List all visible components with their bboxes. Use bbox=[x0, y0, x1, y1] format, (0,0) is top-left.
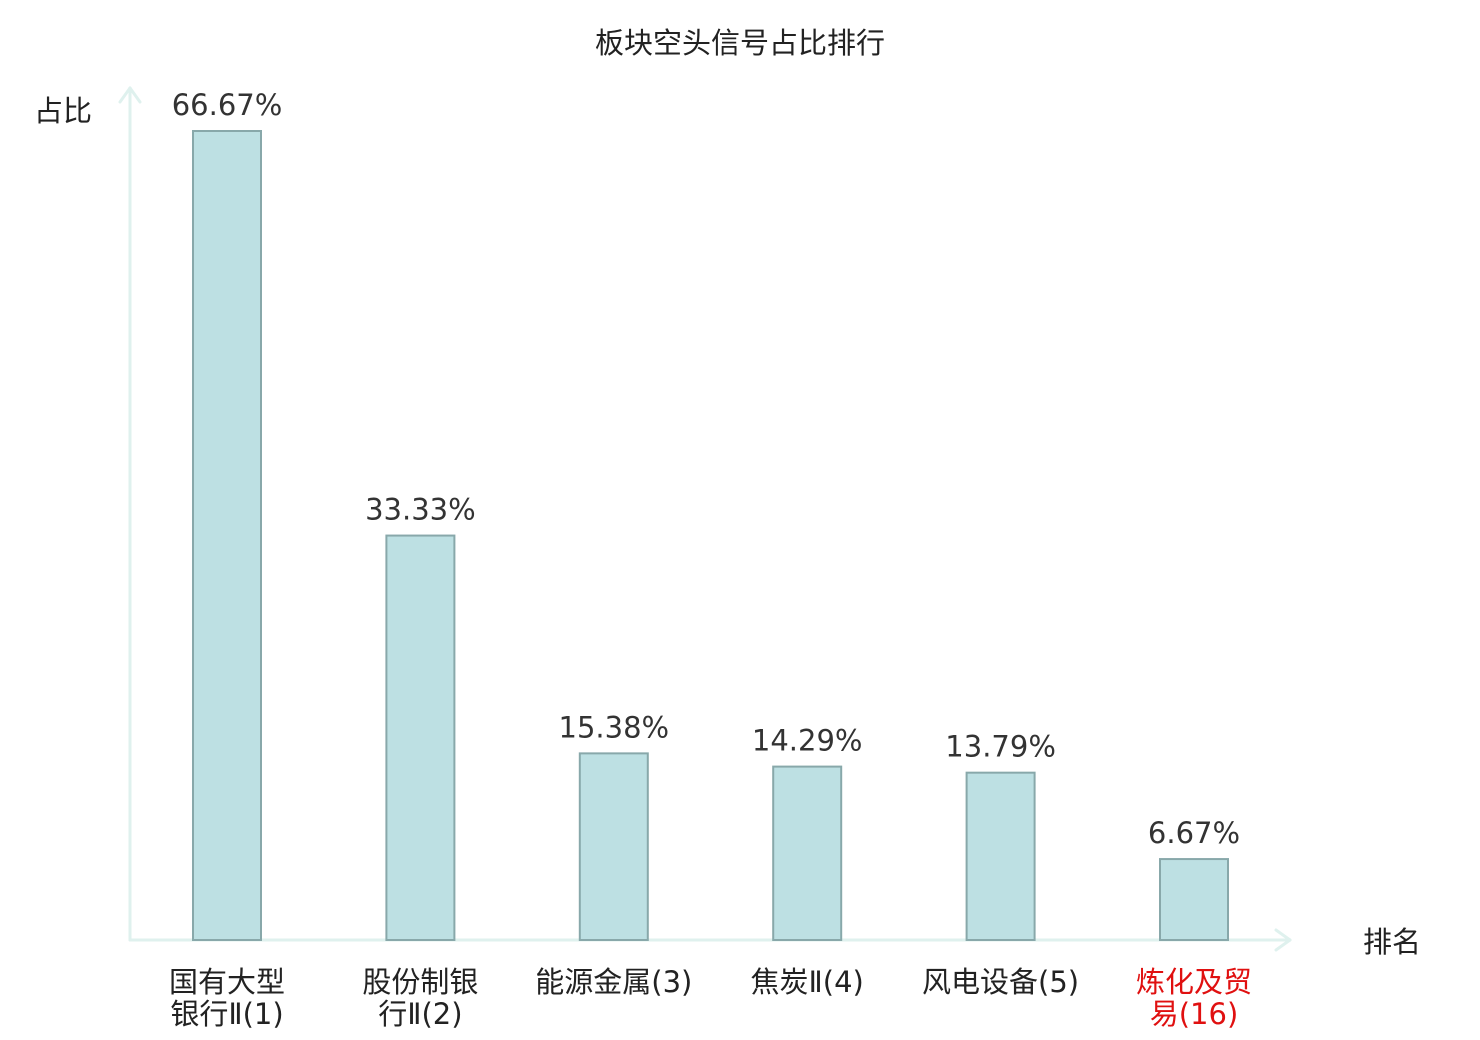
category-name-part: 行Ⅱ bbox=[378, 997, 422, 1031]
category-label-line: 国有大型 bbox=[132, 966, 322, 998]
category-label-line: 易(16) bbox=[1099, 998, 1289, 1030]
category-label-line: 风电设备(5) bbox=[906, 966, 1096, 998]
value-label-3: 15.38% bbox=[559, 710, 670, 744]
category-name-part: 国有大型 bbox=[168, 965, 285, 999]
bar-6 bbox=[1159, 858, 1229, 941]
category-label-5: 风电设备(5) bbox=[906, 966, 1096, 998]
category-label-6: 炼化及贸 易(16) bbox=[1099, 966, 1289, 1030]
value-label-6: 6.67% bbox=[1148, 816, 1240, 850]
category-rank: (4) bbox=[822, 965, 864, 999]
y-axis-label: 占比 bbox=[34, 94, 92, 128]
category-rank: (16) bbox=[1178, 997, 1239, 1031]
category-label-line: 股份制银 bbox=[325, 966, 515, 998]
bars-group bbox=[192, 130, 1229, 942]
category-name-part: 股份制银 bbox=[362, 965, 479, 999]
chart-title: 板块空头信号占比排行 bbox=[595, 26, 885, 60]
x-axis-arrow-bottom bbox=[1274, 938, 1292, 952]
category-name-part: 易 bbox=[1149, 997, 1179, 1031]
category-label-1: 国有大型 银行Ⅱ(1) bbox=[132, 966, 322, 1030]
category-label-line: 银行Ⅱ(1) bbox=[132, 998, 322, 1030]
category-label-2: 股份制银 行Ⅱ(2) bbox=[325, 966, 515, 1030]
value-label-2: 33.33% bbox=[365, 493, 476, 527]
category-rank: (3) bbox=[651, 965, 693, 999]
category-name-part: 能源金属 bbox=[535, 965, 652, 999]
category-rank: (5) bbox=[1038, 965, 1080, 999]
axes bbox=[118, 86, 1292, 952]
category-rank: (2) bbox=[421, 997, 463, 1031]
category-label-line: 能源金属(3) bbox=[519, 966, 709, 998]
category-label-line: 行Ⅱ(2) bbox=[325, 998, 515, 1030]
category-label-4: 焦炭Ⅱ(4) bbox=[712, 966, 902, 998]
bar-2 bbox=[385, 534, 456, 941]
category-label-line: 炼化及贸 bbox=[1099, 966, 1289, 998]
bar-5 bbox=[965, 771, 1036, 941]
bar-3 bbox=[578, 752, 649, 942]
value-label-4: 14.29% bbox=[752, 724, 863, 758]
bar-1 bbox=[192, 130, 262, 941]
category-name-part: 银行Ⅱ bbox=[170, 997, 243, 1031]
y-axis-arrow-right bbox=[128, 86, 142, 104]
category-label-3: 能源金属(3) bbox=[519, 966, 709, 998]
category-name-part: 风电设备 bbox=[922, 965, 1039, 999]
x-axis-label: 排名 bbox=[1363, 925, 1421, 959]
bar-4 bbox=[772, 765, 843, 942]
category-rank: (1) bbox=[242, 997, 284, 1031]
value-label-5: 13.79% bbox=[945, 730, 1056, 764]
x-axis-arrow-top bbox=[1274, 928, 1292, 942]
value-label-1: 66.67% bbox=[172, 88, 283, 122]
category-name-part: 焦炭Ⅱ bbox=[750, 965, 823, 999]
value-labels-group: 66.67% 33.33% 15.38% 14.29% 13.79% 6.67% bbox=[172, 88, 1240, 850]
category-label-line: 焦炭Ⅱ(4) bbox=[712, 966, 902, 998]
y-axis-arrow-left bbox=[118, 86, 132, 104]
category-name-part: 炼化及贸 bbox=[1135, 965, 1252, 999]
